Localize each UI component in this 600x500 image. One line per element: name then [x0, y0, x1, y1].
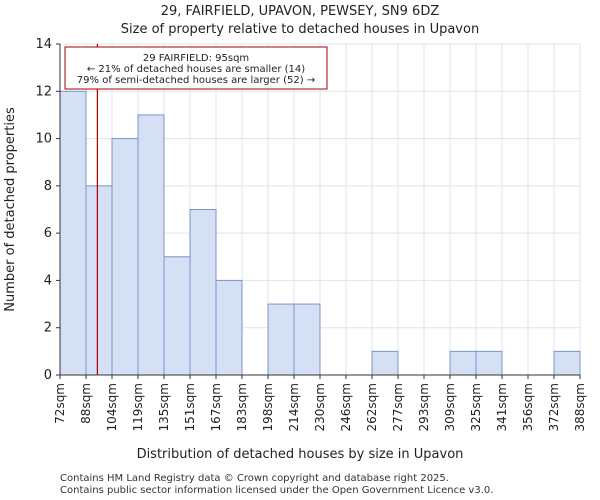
- footer-line-1: Contains HM Land Registry data © Crown c…: [60, 473, 449, 484]
- x-tick-label: 246sqm: [339, 383, 353, 431]
- x-tick-label: 262sqm: [365, 383, 379, 431]
- histogram-bar: [267, 303, 295, 376]
- annotation-line-1: 29 FAIRFIELD: 95sqm: [143, 53, 249, 64]
- x-tick-label: 119sqm: [131, 383, 145, 431]
- x-tick-label: 372sqm: [547, 383, 561, 431]
- y-tick-label: 2: [44, 321, 52, 336]
- x-tick-label: 167sqm: [209, 383, 223, 431]
- x-tick-label: 135sqm: [157, 383, 171, 431]
- x-axis-label: Distribution of detached houses by size …: [137, 447, 464, 462]
- histogram-bar: [137, 114, 165, 376]
- histogram-bar: [85, 185, 113, 376]
- x-tick-label: 277sqm: [391, 383, 405, 431]
- histogram-bar: [371, 350, 399, 376]
- x-tick-label: 198sqm: [261, 383, 275, 431]
- histogram-bar: [449, 350, 477, 376]
- y-axis-label: Number of detached properties: [3, 107, 18, 312]
- y-tick-label: 12: [35, 84, 52, 99]
- y-tick-label: 10: [35, 132, 52, 147]
- chart-subtitle: Size of property relative to detached ho…: [120, 22, 480, 37]
- x-tick-label: 183sqm: [235, 383, 249, 431]
- histogram-bar: [163, 256, 191, 376]
- histogram-bar: [293, 303, 321, 376]
- x-tick-label: 104sqm: [105, 383, 119, 431]
- x-tick-label: 72sqm: [53, 383, 67, 424]
- chart-title: 29, FAIRFIELD, UPAVON, PEWSEY, SN9 6DZ: [160, 4, 440, 19]
- x-tick-label: 356sqm: [521, 383, 535, 431]
- x-tick-label: 88sqm: [79, 383, 93, 424]
- annotation-box: [64, 46, 328, 90]
- histogram-bar: [475, 350, 503, 376]
- x-tick-label: 325sqm: [469, 383, 483, 431]
- x-tick-label: 293sqm: [417, 383, 431, 431]
- histogram-bar: [59, 90, 87, 376]
- histogram-bar: [553, 350, 581, 376]
- y-tick-label: 14: [35, 37, 52, 52]
- x-tick-label: 214sqm: [287, 383, 301, 431]
- histogram-bar: [215, 279, 243, 376]
- x-tick-label: 388sqm: [573, 383, 587, 431]
- annotation-line-2: ← 21% of detached houses are smaller (14…: [87, 64, 305, 75]
- footer-line-2: Contains public sector information licen…: [60, 485, 494, 496]
- y-tick-label: 8: [44, 179, 52, 194]
- x-tick-label: 341sqm: [495, 383, 509, 431]
- x-tick-label: 309sqm: [443, 383, 457, 431]
- x-tick-label: 230sqm: [313, 383, 327, 431]
- histogram-bar: [189, 209, 217, 376]
- histogram-bar: [111, 138, 139, 376]
- y-tick-label: 6: [44, 226, 52, 241]
- y-tick-label: 0: [44, 368, 52, 383]
- x-tick-label: 151sqm: [183, 383, 197, 431]
- y-tick-label: 4: [44, 273, 52, 288]
- annotation-line-3: 79% of semi-detached houses are larger (…: [77, 75, 315, 86]
